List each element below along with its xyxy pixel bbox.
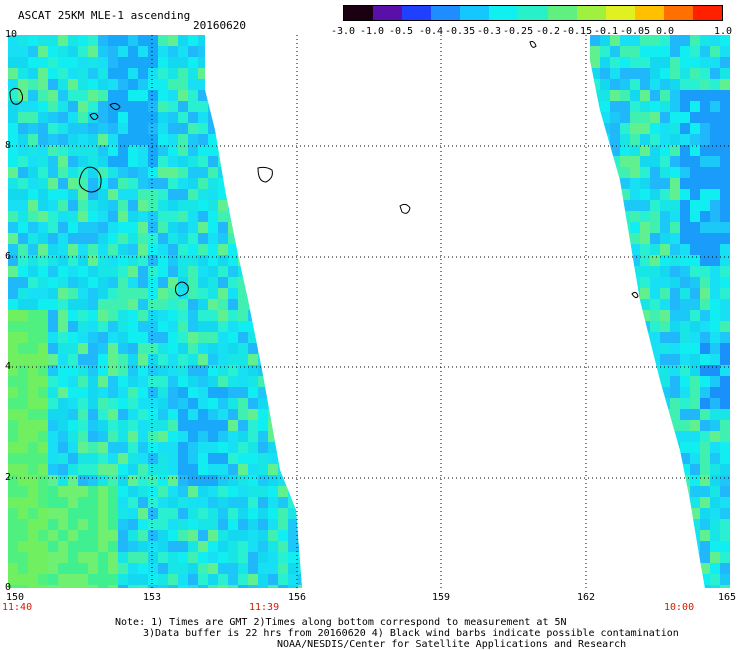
time-label: 11:39 (249, 602, 280, 613)
island-outline (9, 87, 24, 105)
colorbar-swatch (402, 6, 432, 20)
lat-tick-label: 2 (5, 472, 12, 483)
colorbar-label: -0.35 (445, 26, 476, 37)
colorbar-swatch (431, 6, 461, 20)
lat-tick-label: 8 (5, 140, 12, 151)
lon-tick-label: 159 (432, 592, 451, 603)
island-outline (257, 166, 273, 183)
lat-tick-label: 6 (5, 251, 12, 262)
island-outline (109, 102, 121, 111)
colorbar-label: -0.4 (419, 26, 444, 37)
colorbar-swatch (344, 6, 374, 20)
lat-tick-label: 10 (5, 29, 18, 40)
colorbar-swatch (460, 6, 490, 20)
colorbar-label: -3.0 (331, 26, 356, 37)
colorbar-swatch (518, 6, 548, 20)
lat-tick-label: 4 (5, 361, 12, 372)
colorbar-swatch (692, 6, 723, 20)
note-line-1: Note: 1) Times are GMT 2)Times along bot… (115, 617, 567, 628)
colorbar-swatch (489, 6, 519, 20)
colorbar-label: -0.05 (620, 26, 651, 37)
island-outline (631, 291, 639, 299)
wind-swaths (8, 35, 730, 588)
colorbar-label: 0.0 (656, 26, 675, 37)
time-label: 11:40 (2, 602, 33, 613)
island-outline (89, 112, 99, 121)
map-date: 20160620 (193, 19, 246, 32)
time-label: 10:00 (664, 602, 695, 613)
island-outline (399, 203, 411, 214)
colorbar-label: -0.2 (536, 26, 561, 37)
island-outline (78, 166, 102, 193)
lat-lon-grid (8, 35, 730, 588)
lon-tick-label: 165 (718, 592, 737, 603)
lat-tick-label: 0 (5, 582, 12, 593)
colorbar-label: 1.0 (714, 26, 733, 37)
colorbar-swatch (634, 6, 664, 20)
coastlines (9, 41, 639, 299)
island-outline (529, 41, 537, 48)
lon-tick-label: 156 (288, 592, 307, 603)
right-swath-texture (590, 35, 730, 588)
left-swath-texture (8, 35, 302, 588)
colorbar-label: -0.15 (562, 26, 593, 37)
note-line-3: NOAA/NESDIS/Center for Satellite Applica… (277, 639, 627, 650)
lon-tick-label: 150 (6, 592, 25, 603)
colorbar (343, 5, 723, 21)
lon-tick-label: 153 (143, 592, 162, 603)
footnote: Note: 1) Times are GMT 2)Times along bot… (115, 617, 679, 650)
colorbar-label: -1.0 (360, 26, 385, 37)
colorbar-swatch (663, 6, 693, 20)
colorbar-label: -0.3 (477, 26, 502, 37)
colorbar-swatch (547, 6, 577, 20)
colorbar-swatch (605, 6, 635, 20)
note-line-2: 3)Data buffer is 22 hrs from 20160620 4)… (143, 628, 679, 639)
island-outline (175, 281, 189, 297)
colorbar-swatch (576, 6, 606, 20)
colorbar-label: -0.1 (594, 26, 619, 37)
lon-tick-label: 162 (577, 592, 596, 603)
colorbar-label: -0.25 (503, 26, 534, 37)
map-title: ASCAT 25KM MLE-1 ascending (18, 9, 191, 22)
colorbar-label: -0.5 (389, 26, 414, 37)
colorbar-swatch (373, 6, 403, 20)
